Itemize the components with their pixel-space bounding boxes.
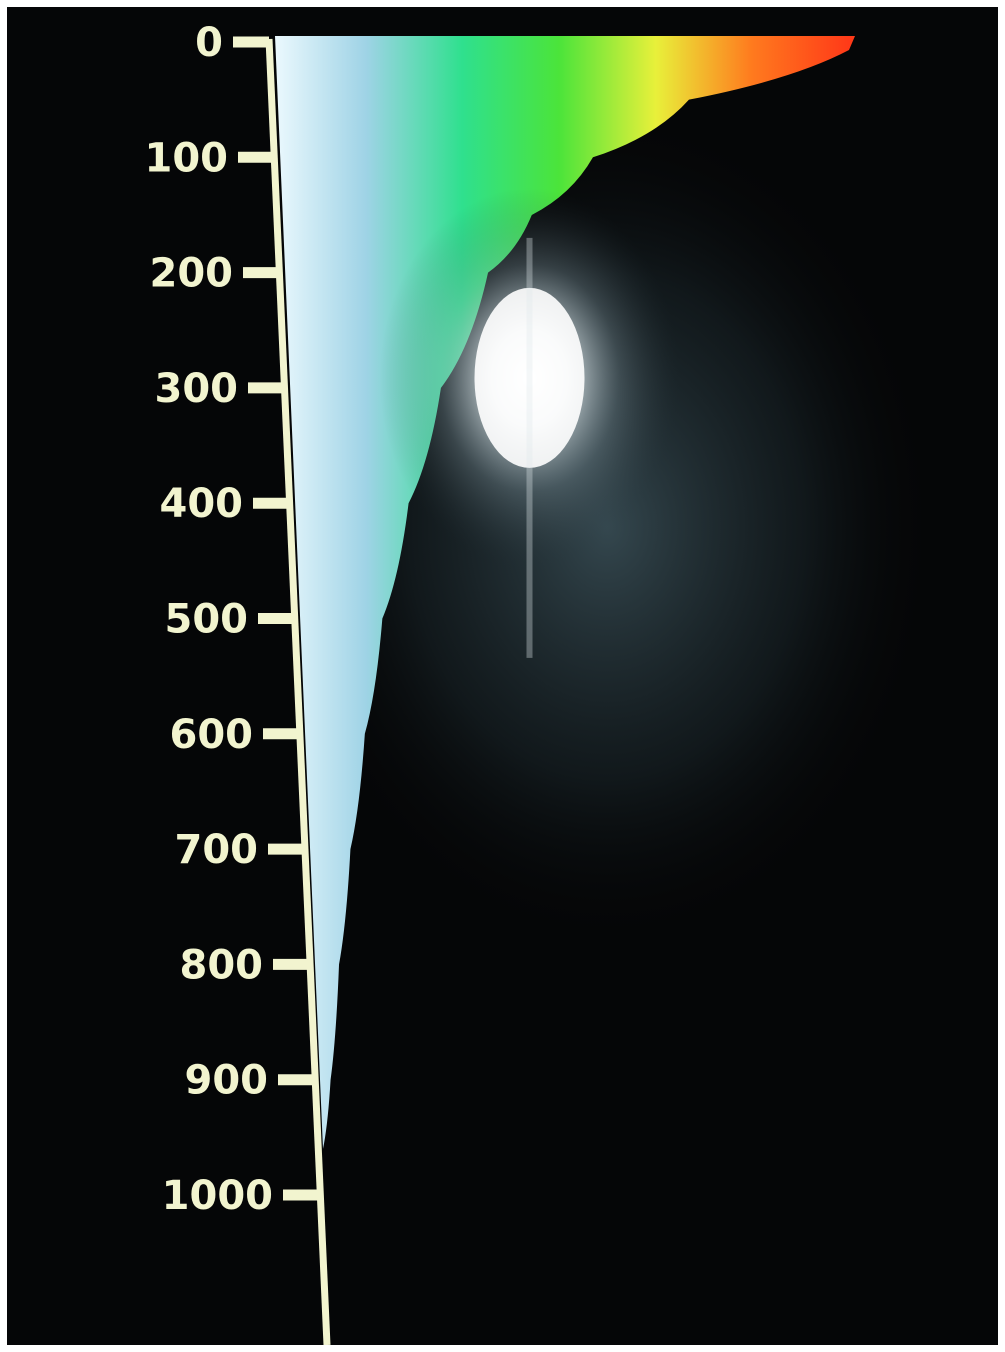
tick-label: 300 [155, 366, 239, 412]
tick-label: 800 [180, 942, 264, 988]
tick-label: 500 [165, 597, 249, 643]
tick-label: 0 [195, 20, 223, 66]
y-axis: 0 100 200 300 400 500 600 700 800 900 1000 [145, 20, 331, 1345]
chart-frame: 0 100 200 300 400 500 600 700 800 900 1000 [7, 7, 998, 1345]
tick-label: 600 [170, 712, 254, 758]
tick-label: 900 [185, 1058, 269, 1104]
tick-label: 700 [175, 827, 259, 873]
tick-label: 100 [145, 135, 229, 181]
tick-label: 1000 [162, 1173, 273, 1219]
y-axis-line [265, 38, 331, 1345]
tick-label: 200 [150, 251, 234, 297]
tick-label: 400 [160, 481, 244, 527]
glare-core [474, 287, 585, 468]
depth-chart: 0 100 200 300 400 500 600 700 800 900 1000 [145, 20, 937, 1345]
glare-streak [526, 237, 533, 658]
light-glare [379, 187, 680, 658]
